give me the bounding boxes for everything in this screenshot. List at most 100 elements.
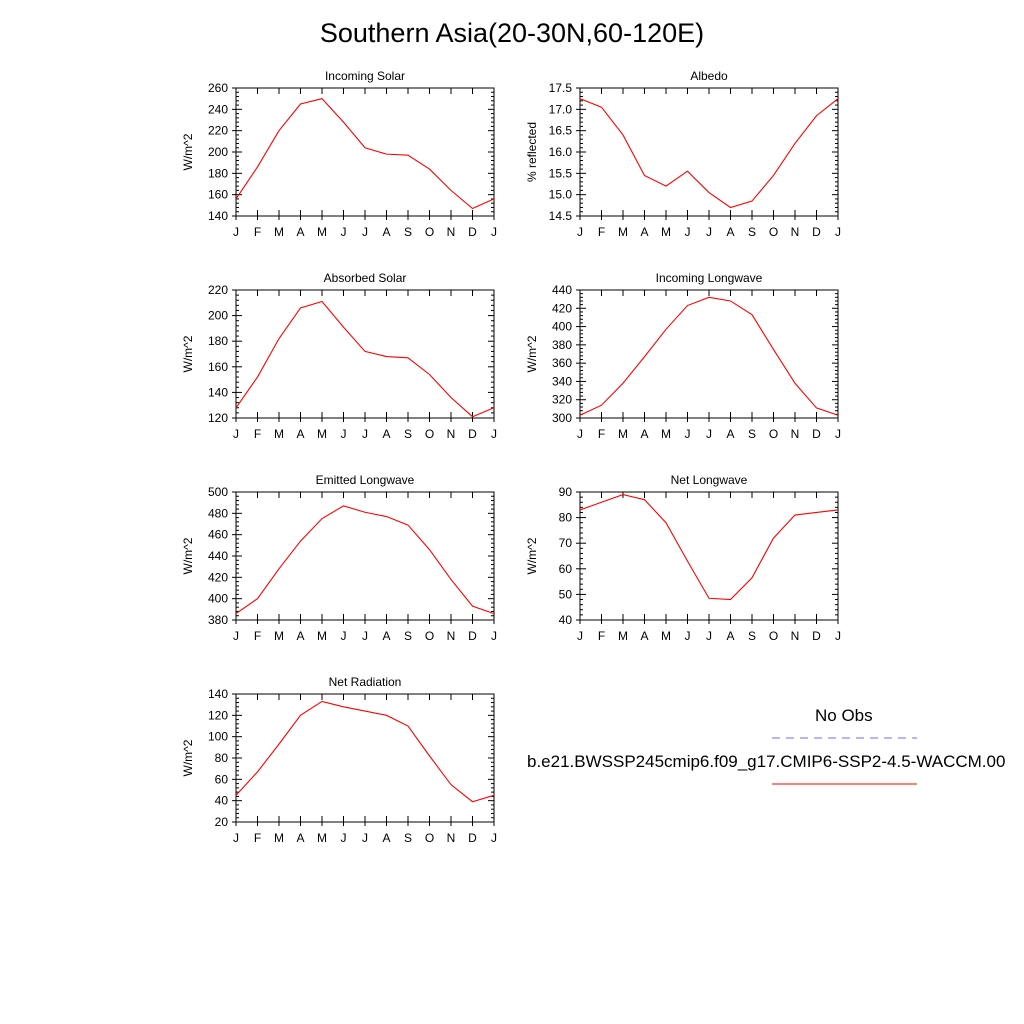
y-tick-label: 60 [215, 772, 229, 786]
y-tick-label: 80 [559, 511, 573, 525]
chart-title: Emitted Longwave [316, 473, 415, 487]
y-tick-label: 380 [552, 338, 572, 352]
x-tick-label: S [404, 629, 412, 643]
x-tick-label: S [748, 427, 756, 441]
y-tick-label: 40 [215, 794, 229, 808]
x-tick-label: O [769, 427, 778, 441]
x-tick-label: J [685, 629, 691, 643]
x-tick-label: A [296, 629, 304, 643]
x-tick-label: A [296, 225, 304, 239]
x-tick-label: J [685, 225, 691, 239]
x-tick-label: F [254, 831, 261, 845]
x-tick-label: J [362, 427, 368, 441]
y-tick-label: 50 [559, 587, 573, 601]
series-line [579, 98, 839, 209]
y-tick-label: 380 [208, 613, 228, 627]
y-tick-label: 460 [208, 528, 228, 542]
x-tick-label: A [296, 427, 304, 441]
x-tick-label: J [233, 629, 239, 643]
chart-title: Net Longwave [671, 473, 748, 487]
x-tick-label: A [382, 629, 390, 643]
y-tick-label: 100 [208, 730, 228, 744]
x-tick-label: A [382, 427, 390, 441]
x-tick-label: M [317, 427, 327, 441]
y-axis-label: W/m^2 [181, 133, 195, 170]
x-tick-label: A [726, 629, 734, 643]
y-tick-label: 260 [208, 81, 228, 95]
x-tick-label: J [491, 427, 497, 441]
x-tick-label: D [812, 225, 821, 239]
y-tick-label: 240 [208, 102, 228, 116]
x-tick-label: F [254, 427, 261, 441]
x-tick-label: J [362, 629, 368, 643]
x-tick-label: J [835, 225, 841, 239]
y-tick-label: 480 [208, 506, 228, 520]
y-tick-label: 320 [552, 393, 572, 407]
x-tick-label: J [233, 225, 239, 239]
plot-frame [235, 491, 495, 621]
legend-model-label: b.e21.BWSSP245cmip6.f09_g17.CMIP6-SSP2-4… [527, 752, 1006, 771]
x-tick-label: A [382, 225, 390, 239]
x-tick-label: M [317, 831, 327, 845]
series-line [235, 300, 495, 418]
plot-frame [579, 289, 839, 419]
x-tick-label: J [341, 629, 347, 643]
x-tick-label: M [661, 629, 671, 643]
y-tick-label: 160 [208, 188, 228, 202]
series-line [235, 98, 495, 210]
x-tick-label: M [274, 225, 284, 239]
y-tick-label: 17.5 [549, 81, 573, 95]
y-tick-label: 440 [208, 549, 228, 563]
y-tick-label: 180 [208, 166, 228, 180]
y-tick-label: 14.5 [549, 209, 573, 223]
y-tick-label: 15.0 [549, 188, 573, 202]
plot-frame [579, 87, 839, 217]
y-tick-label: 440 [552, 283, 572, 297]
x-tick-label: O [769, 629, 778, 643]
y-tick-label: 420 [208, 570, 228, 584]
y-axis-label: % reflected [525, 122, 539, 182]
chart-panel-4: Incoming Longwave W/m^2 300 320 340 360 380 400… [525, 271, 841, 441]
y-tick-label: 140 [208, 209, 228, 223]
x-tick-label: M [274, 629, 284, 643]
x-tick-label: J [491, 225, 497, 239]
x-tick-label: A [382, 831, 390, 845]
chart-title: Net Radiation [329, 675, 402, 689]
y-tick-label: 160 [208, 360, 228, 374]
y-axis-label: W/m^2 [525, 537, 539, 574]
y-tick-label: 140 [208, 385, 228, 399]
chart-panel-2: Albedo % reflected 14.5 15.0 15.5 16.0 16.5 17.… [525, 69, 841, 239]
x-tick-label: J [706, 225, 712, 239]
y-tick-label: 220 [208, 283, 228, 297]
y-tick-label: 400 [552, 320, 572, 334]
chart-title: Incoming Solar [325, 69, 405, 83]
x-tick-label: O [425, 427, 434, 441]
plot-frame [235, 693, 495, 823]
chart-title: Albedo [690, 69, 728, 83]
x-tick-label: N [447, 225, 456, 239]
y-axis-label: W/m^2 [181, 537, 195, 574]
x-tick-label: M [274, 427, 284, 441]
series-line [579, 296, 839, 416]
y-tick-label: 60 [559, 562, 573, 576]
x-tick-label: F [254, 225, 261, 239]
x-tick-label: N [791, 629, 800, 643]
x-tick-label: S [404, 225, 412, 239]
series-line [235, 505, 495, 615]
x-tick-label: A [640, 629, 648, 643]
y-tick-label: 40 [559, 613, 573, 627]
y-tick-label: 17.0 [549, 102, 573, 116]
x-tick-label: M [618, 225, 628, 239]
x-tick-label: J [491, 629, 497, 643]
chart-panel-5: Emitted Longwave W/m^2 380 400 420 440 460 480 5… [181, 473, 497, 643]
y-axis-label: W/m^2 [525, 335, 539, 372]
y-tick-label: 16.5 [549, 124, 573, 138]
x-tick-label: D [468, 225, 477, 239]
x-tick-label: A [726, 225, 734, 239]
x-tick-label: N [791, 427, 800, 441]
x-tick-label: D [468, 629, 477, 643]
series-line [579, 493, 839, 601]
chart-title: Absorbed Solar [324, 271, 407, 285]
